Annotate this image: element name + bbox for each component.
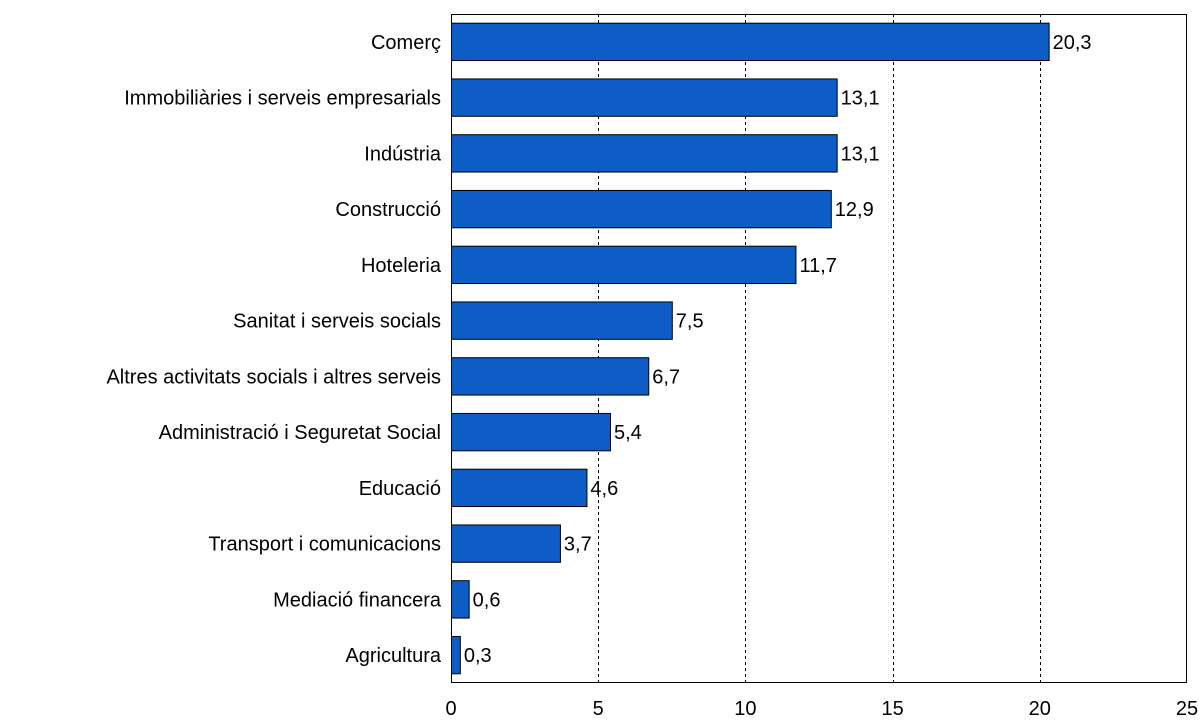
value-label: 4,6 [590,478,618,500]
bar [451,22,1050,62]
value-label: 7,5 [676,311,704,333]
x-tick-label: 5 [593,698,604,720]
value-label: 0,6 [473,589,501,611]
value-label: 11,7 [799,255,836,277]
value-label: 20,3 [1053,32,1092,54]
value-label: 0,3 [464,645,492,667]
bar [451,468,588,508]
category-label: Agricultura [345,645,441,667]
x-tick-label: 10 [734,698,756,720]
bar [451,134,838,173]
bar [451,580,470,619]
category-label: Indústria [364,143,442,165]
bar [451,189,832,229]
category-label: Administració i Seguretat Social [159,422,441,444]
bar [451,78,838,117]
bar [451,412,611,452]
bar [451,301,673,340]
category-label: Sanitat i serveis socials [233,311,441,333]
bar [451,357,650,396]
category-label: Immobiliàries i serveis empresarials [124,88,441,110]
category-label: Hoteleria [361,255,442,277]
category-label: Construcció [335,199,441,221]
value-label: 13,1 [841,143,880,165]
category-label: Altres activitats socials i altres serve… [106,366,441,388]
x-tick-label: 15 [881,698,903,720]
x-tick-label: 20 [1029,698,1051,720]
category-labels: Comerç Immobiliàries i serveis empresaria… [106,32,441,667]
value-label: 5,4 [614,422,642,444]
x-tick-label: 25 [1176,698,1198,720]
category-label: Transport i comunicacions [208,534,441,556]
bar [451,524,561,563]
value-labels: 20,3 13,1 13,1 12,9 11,7 7,5 6,7 5,4 4,6 3,7 0,6 0,… [464,32,1092,667]
value-label: 3,7 [564,534,592,556]
bar [451,635,461,675]
category-label: Educació [359,478,441,500]
category-label: Comerç [371,32,441,54]
x-tick-label: 0 [445,698,456,720]
plot-area-frame [451,14,1187,683]
value-label: 6,7 [652,366,680,388]
x-axis-tick-labels: 0 5 10 15 20 25 [445,698,1198,720]
bar [451,245,797,285]
value-label: 12,9 [835,199,874,221]
value-label: 13,1 [841,88,880,110]
category-label: Mediació financera [273,589,442,611]
bars-layer [451,22,1050,675]
